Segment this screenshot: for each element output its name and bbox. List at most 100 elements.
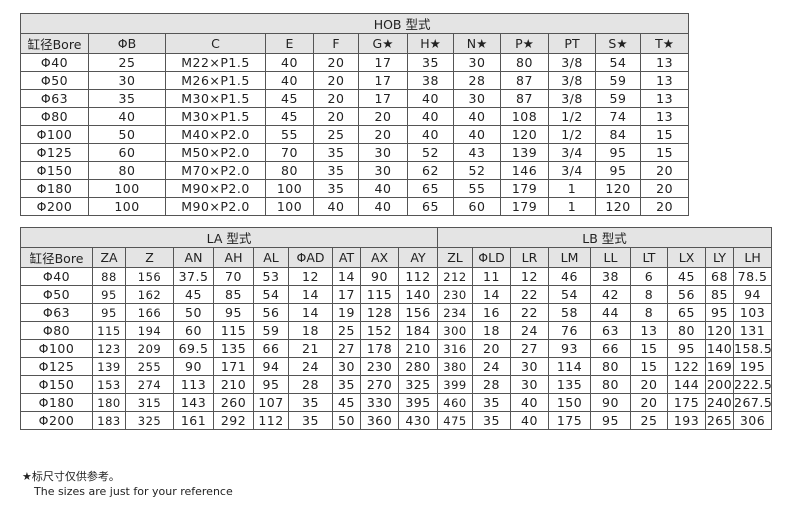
table-row: Φ180 180 315 143 260 107 35 45 330 395 460 35 40 150 9… xyxy=(20,393,773,412)
footnote-chinese: ★标尺寸仅供参考。 xyxy=(22,470,120,483)
table-cell: 20 xyxy=(313,107,359,126)
table-cell: 360 xyxy=(360,411,399,430)
table-cell: 30 xyxy=(453,53,501,72)
table-cell: 20 xyxy=(313,71,359,90)
table-cell: 21 xyxy=(288,339,333,358)
table-cell: 14 xyxy=(288,285,333,304)
table-cell: 27 xyxy=(510,339,549,358)
table-cell: 85 xyxy=(213,285,254,304)
hob-dimensions-table: HOB 型式 缸径Bore ΦB C E F G★ H★ N★ P★ PT S★ T★ Φ40 25 M22… xyxy=(19,13,690,216)
table-cell: 11 xyxy=(472,267,511,286)
table-cell: 112 xyxy=(398,267,438,286)
table-cell: 35 xyxy=(313,143,359,162)
table-cell: 45 xyxy=(667,267,706,286)
table-row: Φ150 80 M70×P2.0 80 35 30 62 52 146 3/4 95 20 xyxy=(20,161,690,180)
column-header: LR xyxy=(510,247,549,268)
table-cell: 325 xyxy=(125,411,174,430)
table-cell: 399 xyxy=(437,375,473,394)
column-header: AY xyxy=(398,247,438,268)
table-cell: 19 xyxy=(332,303,361,322)
table-row: Φ180 100 M90×P2.0 100 35 40 65 55 179 1 120 20 xyxy=(20,179,690,198)
table-cell: 17 xyxy=(358,53,408,72)
table-cell: 8 xyxy=(630,303,668,322)
table-cell: 22 xyxy=(510,285,549,304)
column-header: LM xyxy=(548,247,591,268)
table-cell: 183 xyxy=(92,411,126,430)
table-cell: 80 xyxy=(667,321,706,340)
table-cell: 35 xyxy=(407,53,454,72)
table-cell: 15 xyxy=(630,339,668,358)
table-cell: 45 xyxy=(265,89,314,108)
table-cell: 12 xyxy=(510,267,549,286)
table-cell: 306 xyxy=(732,411,773,430)
table-cell: 56 xyxy=(253,303,289,322)
column-header: LT xyxy=(630,247,668,268)
table-cell: 78.5 xyxy=(732,267,773,286)
table-cell: 94 xyxy=(732,285,773,304)
table-cell: 292 xyxy=(213,411,254,430)
table-cell: 194 xyxy=(125,321,174,340)
table-cell: 240 xyxy=(705,393,734,412)
bore-cell: Φ40 xyxy=(20,53,89,72)
table-cell: 54 xyxy=(548,285,591,304)
table-cell: 230 xyxy=(437,285,473,304)
table-cell: 90 xyxy=(590,393,631,412)
table-cell: 95 xyxy=(590,411,631,430)
table-cell: 135 xyxy=(213,339,254,358)
table-cell: 40 xyxy=(453,107,501,126)
table-cell: 54 xyxy=(595,53,641,72)
table-cell: 50 xyxy=(88,125,166,144)
column-header: N★ xyxy=(453,33,501,54)
column-header: AH xyxy=(213,247,254,268)
table-cell: 25 xyxy=(313,125,359,144)
table-cell: 20 xyxy=(630,393,668,412)
table-cell: 3/4 xyxy=(548,161,596,180)
table-cell: 35 xyxy=(313,179,359,198)
table-cell: 178 xyxy=(360,339,399,358)
bore-cell: Φ40 xyxy=(20,267,93,286)
table-cell: 88 xyxy=(92,267,126,286)
table-cell: 35 xyxy=(472,411,511,430)
table-cell: 315 xyxy=(125,393,174,412)
table-cell: M40×P2.0 xyxy=(165,125,266,144)
table-cell: 274 xyxy=(125,375,174,394)
table-cell: 13 xyxy=(639,89,690,108)
table-cell: 35 xyxy=(313,161,359,180)
table-cell: 35 xyxy=(288,393,333,412)
table-cell: 156 xyxy=(125,267,174,286)
table-cell: 210 xyxy=(213,375,254,394)
table-cell: 30 xyxy=(332,357,361,376)
table-cell: 17 xyxy=(332,285,361,304)
table-cell: 195 xyxy=(732,357,773,376)
table-cell: 95 xyxy=(92,303,126,322)
table-cell: 144 xyxy=(667,375,706,394)
table-cell: 76 xyxy=(548,321,591,340)
table-cell: 152 xyxy=(360,321,399,340)
table-cell: M26×P1.5 xyxy=(165,71,266,90)
table-cell: 179 xyxy=(500,179,549,198)
column-header: LH xyxy=(732,247,773,268)
table-cell: 17 xyxy=(358,71,408,90)
table-cell: M30×P1.5 xyxy=(165,107,266,126)
table-cell: 3/8 xyxy=(548,89,596,108)
table-cell: 8 xyxy=(630,285,668,304)
bore-cell: Φ125 xyxy=(20,357,93,376)
table-row: Φ125 139 255 90 171 94 24 30 230 280 380 24 30 114 80 1… xyxy=(20,357,773,376)
table-cell: 330 xyxy=(360,393,399,412)
column-header: ΦB xyxy=(88,33,166,54)
table-cell: 35 xyxy=(472,393,511,412)
table-cell: 80 xyxy=(590,375,631,394)
table-cell: 122 xyxy=(667,357,706,376)
table-cell: 40 xyxy=(313,197,359,216)
table-cell: 30 xyxy=(358,161,408,180)
table-cell: M30×P1.5 xyxy=(165,89,266,108)
table-cell: 40 xyxy=(407,125,454,144)
column-header: ΦAD xyxy=(288,247,333,268)
table-cell: 20 xyxy=(313,89,359,108)
table-cell: 103 xyxy=(732,303,773,322)
bore-cell: Φ100 xyxy=(20,339,93,358)
table-cell: 146 xyxy=(500,161,549,180)
table-cell: 27 xyxy=(332,339,361,358)
table-cell: 135 xyxy=(548,375,591,394)
table-cell: 80 xyxy=(88,161,166,180)
